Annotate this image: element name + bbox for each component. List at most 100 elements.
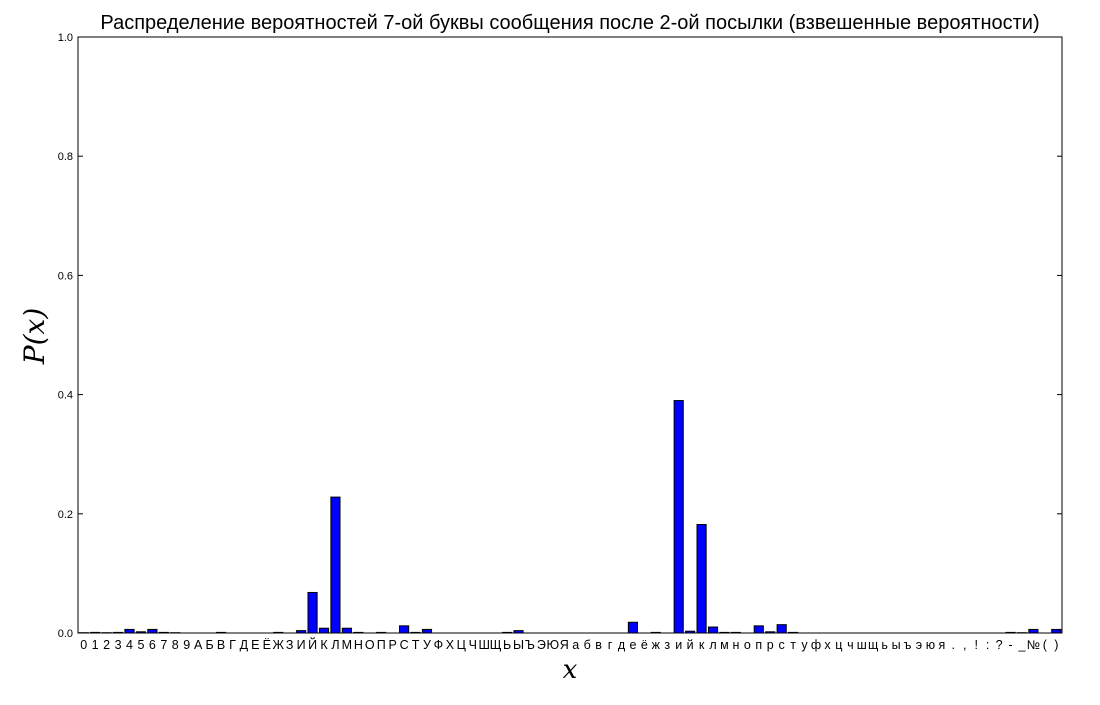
- x-tick-label: Я: [560, 638, 569, 652]
- x-tick-label: Ъ: [525, 638, 535, 652]
- x-tick-label: 9: [183, 638, 190, 652]
- x-tick-label: -: [1008, 638, 1012, 652]
- x-tick-label: _: [1017, 638, 1026, 652]
- bar: [674, 401, 683, 633]
- x-tick-label: 7: [160, 638, 167, 652]
- x-tick-label: з: [664, 638, 670, 652]
- x-tick-label: э: [916, 638, 922, 652]
- x-tick-label: ю: [926, 638, 935, 652]
- x-tick-label: ш: [857, 638, 867, 652]
- y-axis-label: P(x): [18, 308, 51, 365]
- x-tick-label: о: [744, 638, 751, 652]
- x-tick-label: Е: [251, 638, 259, 652]
- x-tick-label: №: [1027, 638, 1040, 652]
- x-tick-label: я: [938, 638, 945, 652]
- x-tick-label: К: [320, 638, 328, 652]
- x-tick-label: Щ: [490, 638, 502, 652]
- x-tick-label: Т: [412, 638, 420, 652]
- bar: [342, 628, 351, 633]
- x-tick-label: х: [824, 638, 831, 652]
- bar: [148, 629, 157, 633]
- x-tick-label: 1: [92, 638, 99, 652]
- x-tick-label: ъ: [904, 638, 912, 652]
- x-tick-label: Ч: [469, 638, 477, 652]
- x-tick-label: р: [767, 638, 774, 652]
- x-tick-label: у: [801, 638, 808, 652]
- bar: [708, 627, 717, 633]
- x-tick-label: 8: [172, 638, 179, 652]
- bar: [319, 628, 328, 633]
- bar: [777, 625, 786, 633]
- x-tick-label: Н: [354, 638, 363, 652]
- bar: [125, 629, 134, 633]
- x-tick-label: Ф: [434, 638, 444, 652]
- x-tick-label: Э: [537, 638, 546, 652]
- bar: [628, 622, 637, 633]
- x-tick-label: Г: [229, 638, 236, 652]
- x-tick-label: !: [974, 638, 977, 652]
- x-tick-label: п: [755, 638, 762, 652]
- x-tick-label: Ы: [513, 638, 524, 652]
- x-tick-label: ): [1054, 638, 1058, 652]
- bar: [331, 497, 340, 633]
- bar: [1052, 629, 1061, 633]
- x-tick-label: ,: [963, 638, 966, 652]
- x-tick-label: м: [720, 638, 729, 652]
- x-tick-label: М: [342, 638, 352, 652]
- x-tick-label: (: [1043, 638, 1048, 652]
- bar: [697, 525, 706, 633]
- bar: [308, 592, 317, 633]
- x-tick-label: и: [675, 638, 682, 652]
- x-tick-label: 5: [137, 638, 144, 652]
- x-tick-label: О: [365, 638, 375, 652]
- x-tick-label: Р: [388, 638, 396, 652]
- x-tick-label: У: [423, 638, 431, 652]
- x-tick-label: ?: [996, 638, 1003, 652]
- bar: [1029, 629, 1038, 633]
- y-tick-label: 0.6: [58, 270, 73, 282]
- x-tick-label: Ё: [263, 638, 271, 652]
- x-tick-label: г: [608, 638, 613, 652]
- x-tick-label: ь: [881, 638, 888, 652]
- x-tick-label: с: [779, 638, 785, 652]
- x-tick-label: ы: [892, 638, 901, 652]
- x-tick-label: е: [629, 638, 636, 652]
- y-tick-label: 0.2: [58, 509, 73, 521]
- x-tick-label: ч: [847, 638, 854, 652]
- y-tick-label: 0.8: [58, 151, 73, 163]
- x-tick-label: 4: [126, 638, 133, 652]
- x-tick-label: С: [400, 638, 409, 652]
- x-tick-label: 0: [80, 638, 87, 652]
- x-tick-label: в: [595, 638, 602, 652]
- x-tick-label: ф: [811, 638, 821, 652]
- bar: [422, 629, 431, 633]
- x-tick-label: З: [286, 638, 294, 652]
- x-tick-label: ц: [835, 638, 842, 652]
- x-tick-label: А: [194, 638, 203, 652]
- x-axis-label: x: [563, 655, 578, 685]
- x-tick-label: Ш: [478, 638, 489, 652]
- x-tick-label: И: [297, 638, 306, 652]
- x-tick-label: Х: [446, 638, 455, 652]
- x-tick-label: Д: [240, 638, 249, 652]
- chart-title: Распределение вероятностей 7-ой буквы со…: [100, 12, 1039, 34]
- x-tick-label: Ц: [457, 638, 467, 652]
- y-tick-label: 0.0: [58, 628, 73, 640]
- x-tick-label: 3: [115, 638, 122, 652]
- x-tick-label: л: [709, 638, 716, 652]
- x-tick-label: :: [986, 638, 989, 652]
- plot-background: [78, 37, 1062, 633]
- x-tick-label: В: [217, 638, 225, 652]
- y-tick-label: 0.4: [58, 390, 73, 402]
- x-tick-label: .: [952, 638, 955, 652]
- bar: [754, 626, 763, 633]
- x-tick-label: б: [584, 638, 591, 652]
- x-tick-label: ё: [641, 638, 648, 652]
- bar: [400, 626, 409, 633]
- x-tick-label: Ю: [547, 638, 560, 652]
- x-tick-label: Б: [205, 638, 213, 652]
- x-tick-label: 2: [103, 638, 110, 652]
- x-tick-label: щ: [868, 638, 878, 652]
